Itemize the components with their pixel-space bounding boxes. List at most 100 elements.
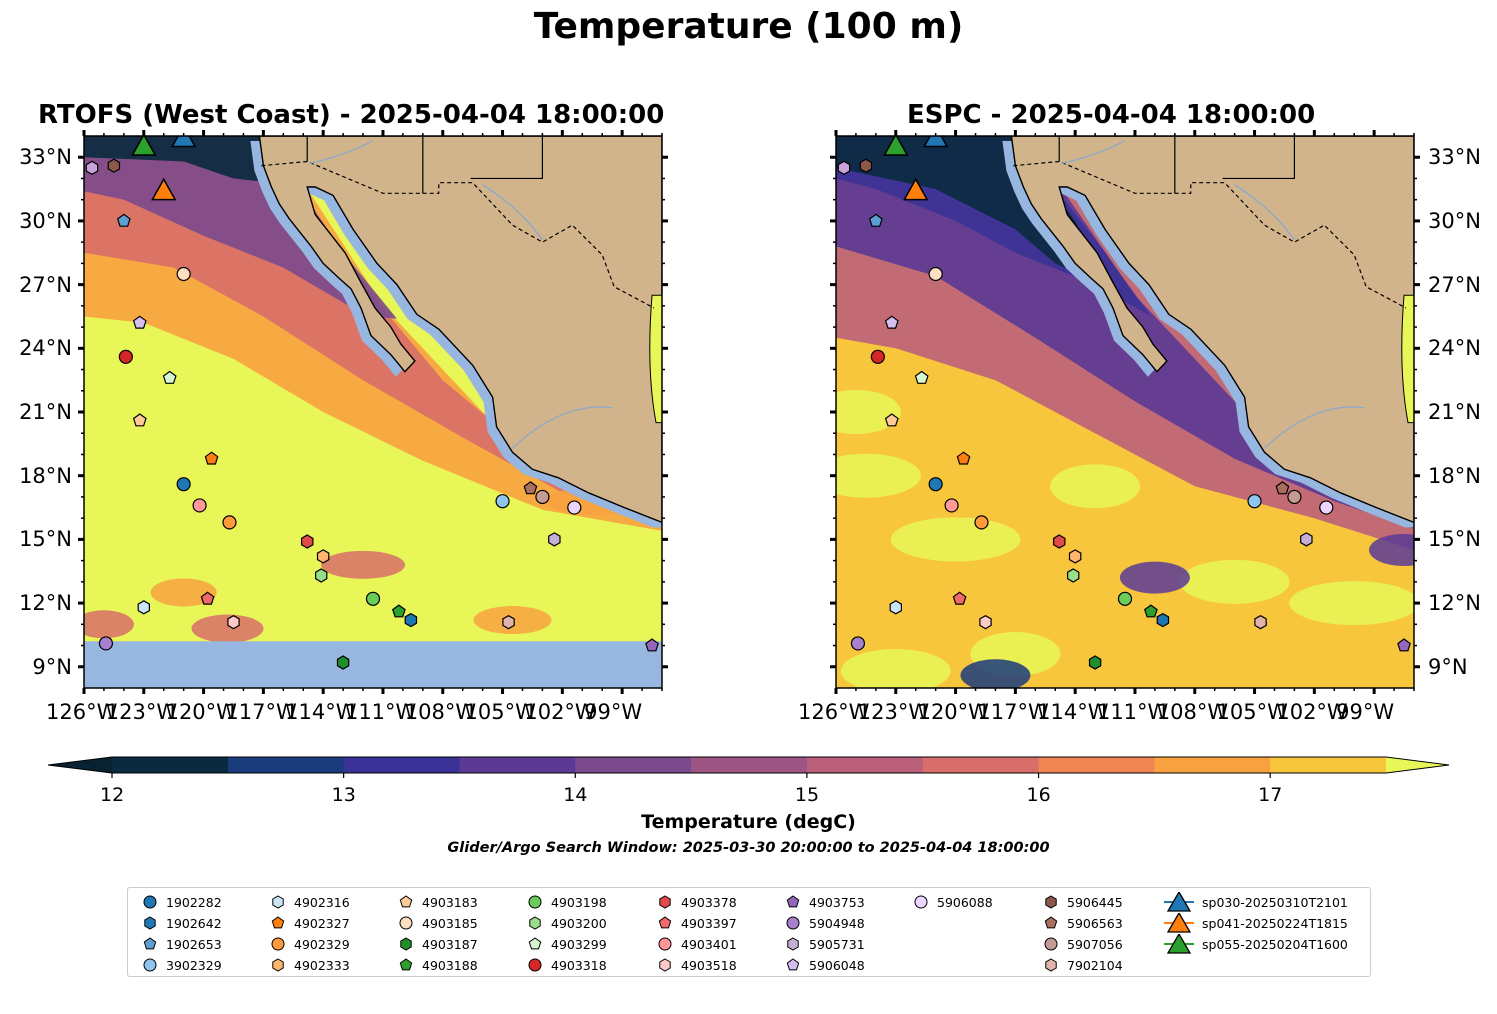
rtofs-lon-label: 99°W	[584, 700, 643, 724]
float-marker-4902329	[222, 515, 237, 530]
colorbar-segment	[459, 757, 576, 773]
circle-marker-icon	[528, 895, 542, 909]
pentagon-marker-icon	[786, 958, 800, 971]
float-marker-4903198	[1117, 591, 1133, 606]
legend-label: 4902316	[294, 894, 350, 910]
rtofs-lon-label: 117°W	[225, 700, 297, 724]
circle-marker-icon	[1044, 937, 1058, 951]
hexagon-marker-icon	[1045, 958, 1057, 972]
float-marker-4902329	[974, 515, 989, 530]
colorbar-label: Temperature (degC)	[641, 811, 856, 833]
float-marker-5906088	[1319, 500, 1334, 515]
legend-item-5906445: 5906445	[1041, 892, 1123, 912]
rtofs-lat-label: 30°N	[19, 208, 72, 233]
triangle-marker-icon	[1164, 934, 1194, 954]
float-marker-4903187	[1088, 655, 1102, 670]
float-marker-4903198	[365, 591, 381, 606]
legend-label: 5906445	[1067, 894, 1123, 910]
triangle-marker-icon	[1164, 913, 1194, 933]
hexagon-marker-icon	[144, 916, 156, 930]
float-marker-4903188	[391, 604, 406, 618]
legend-item-4903188: 4903188	[396, 955, 478, 975]
float-marker-4902316	[137, 600, 150, 615]
rtofs-lat-label: 15°N	[19, 527, 72, 552]
legend-label: 4903200	[551, 915, 607, 931]
colorbar-segment	[922, 757, 1040, 773]
legend-label: 5906563	[1067, 915, 1123, 931]
circle-marker-icon	[786, 916, 800, 930]
float-marker-5907056	[1287, 489, 1302, 505]
legend-item-5906088: 5906088	[911, 892, 993, 912]
legend-label: sp041-20250224T1815	[1202, 915, 1348, 931]
float-marker-4903753	[1397, 638, 1411, 652]
pentagon-marker-icon	[528, 937, 542, 950]
float-marker-4903753	[645, 638, 659, 652]
figure-title: Temperature (100 m)	[533, 6, 964, 47]
espc-lat-label: 12°N	[1428, 591, 1481, 616]
float-marker-5906445	[107, 158, 121, 173]
float-marker-4903299	[162, 370, 177, 384]
float-marker-5906088	[567, 500, 582, 515]
float-marker-5906048	[132, 315, 147, 329]
legend-label: 1902282	[166, 894, 222, 910]
legend-label: 4903187	[422, 936, 478, 952]
float-marker-4903183	[884, 413, 899, 427]
float-marker-4903518	[227, 615, 240, 630]
rtofs-lon-label: 114°W	[285, 700, 357, 724]
legend-item-1902282: 1902282	[140, 892, 222, 912]
triangle-marker-icon	[1164, 892, 1194, 912]
float-marker-4903378	[301, 534, 314, 549]
rtofs-lon-label: 108°W	[404, 700, 477, 724]
legend-item-1902642: 1902642	[140, 913, 222, 933]
colorbar-over-triangle	[1386, 757, 1449, 773]
legend-item-4903518: 4903518	[655, 955, 737, 975]
espc-lon-label: 126°W	[798, 700, 870, 724]
espc-lat-label: 24°N	[1428, 336, 1481, 361]
legend-item-5906563: 5906563	[1041, 913, 1123, 933]
legend-label: 4903518	[681, 957, 737, 973]
float-marker-1902653	[116, 213, 131, 227]
float-marker-5904948	[850, 636, 866, 651]
espc-lat-label: 18°N	[1428, 463, 1481, 488]
glider-marker-sp041	[903, 177, 929, 201]
float-marker-1902282	[928, 477, 943, 492]
legend-item-5907056: 5907056	[1041, 934, 1123, 954]
espc-lat-label: 15°N	[1428, 527, 1481, 552]
glider-marker-sp055	[131, 136, 157, 156]
float-marker-7902104	[1254, 615, 1267, 630]
legend-item-4902316: 4902316	[268, 892, 350, 912]
legend-label: 1902642	[166, 915, 222, 931]
colorbar-tick-label: 17	[1258, 784, 1283, 806]
float-marker-5905731	[1300, 532, 1313, 547]
legend-item-5905731: 5905731	[783, 934, 865, 954]
hexagon-marker-icon	[787, 937, 799, 951]
float-marker-5906563	[523, 481, 538, 495]
hexagon-marker-icon	[272, 958, 284, 972]
rtofs-lat-label: 18°N	[19, 463, 72, 488]
float-marker-1902642	[1156, 612, 1170, 628]
espc-map-panel	[830, 130, 1420, 694]
legend-label: 4903318	[551, 957, 607, 973]
platform-legend: 1902282 1902642 1902653 3902329 4902316 49023…	[127, 887, 1371, 977]
circle-marker-icon	[399, 916, 413, 930]
colorbar-tick-label: 16	[1026, 784, 1051, 806]
colorbar-tick-label: 13	[331, 784, 356, 806]
legend-label: 4902329	[294, 936, 350, 952]
float-marker-3902329	[495, 494, 510, 509]
legend-label: 5906048	[809, 957, 865, 973]
float-marker-4902327	[956, 451, 971, 465]
float-marker-4903401	[944, 498, 959, 513]
colorbar-segment	[343, 757, 460, 773]
legend-label: 5905731	[809, 936, 865, 952]
float-marker-4903401	[192, 498, 207, 513]
legend-item-3902329: 3902329	[140, 955, 222, 975]
legend-label: 4903401	[681, 936, 737, 952]
float-marker-4903318	[118, 349, 133, 364]
legend-label: sp030-20250310T2101	[1202, 894, 1348, 910]
float-marker-4903188	[1143, 604, 1158, 618]
hexagon-marker-icon	[659, 895, 671, 909]
legend-item-4902329: 4902329	[268, 934, 350, 954]
legend-item-5904948: 5904948	[783, 913, 865, 933]
legend-label: 4903753	[809, 894, 865, 910]
